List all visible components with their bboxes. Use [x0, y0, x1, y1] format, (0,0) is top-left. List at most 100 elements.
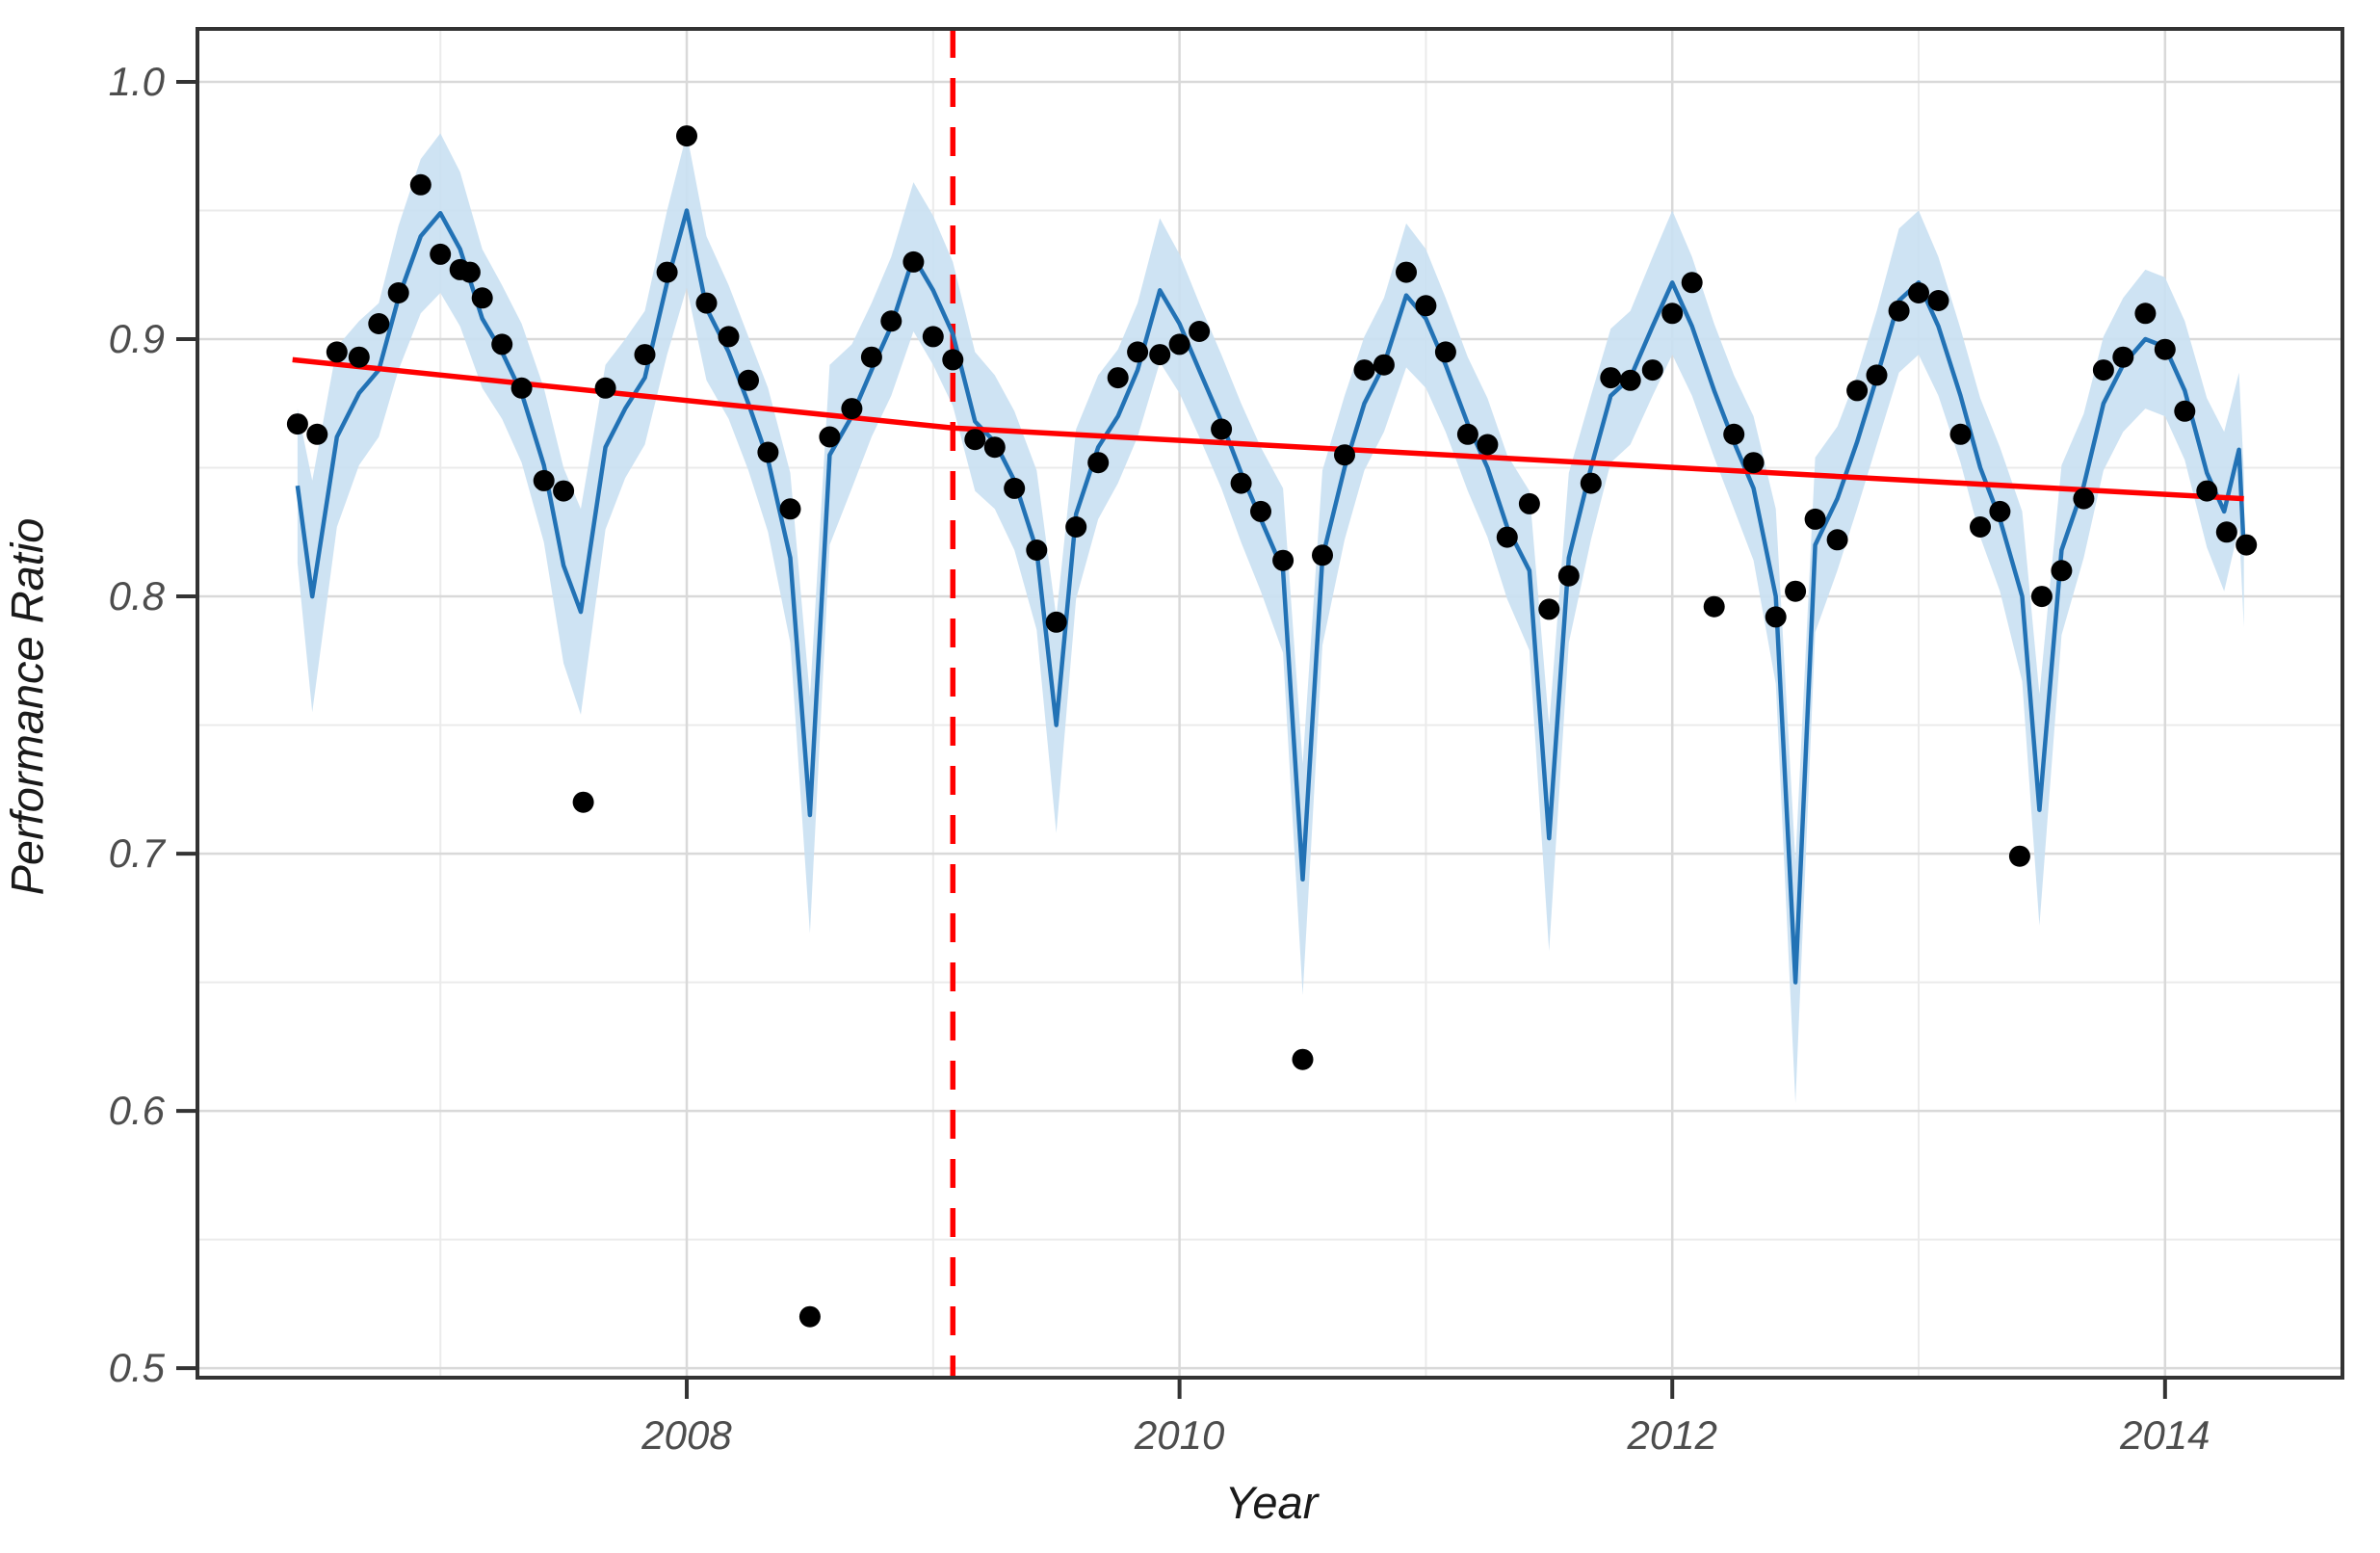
observation-point: [798, 1305, 821, 1328]
y-axis-title: Performance Ratio: [1, 517, 53, 896]
observation-point: [656, 261, 678, 283]
observation-point: [1292, 1048, 1314, 1070]
x-axis-tick-label: 2012: [1627, 1412, 1717, 1458]
observation-point: [2008, 845, 2030, 867]
observation-point: [1949, 423, 1972, 445]
observation-point: [1004, 477, 1026, 499]
observation-point: [458, 261, 481, 283]
panel-background: [197, 29, 2342, 1378]
observation-point: [1168, 333, 1190, 355]
y-axis-tick-label: 1.0: [109, 59, 166, 104]
observation-point: [1785, 580, 1807, 602]
observation-point: [1804, 508, 1826, 530]
observation-point: [1927, 290, 1949, 311]
observation-point: [1149, 344, 1171, 366]
observation-point: [902, 250, 925, 273]
observation-point: [594, 377, 616, 399]
observation-point: [1826, 529, 1848, 551]
observation-point: [1353, 359, 1375, 382]
observation-point: [922, 326, 944, 348]
observation-point: [964, 429, 986, 451]
observation-point: [634, 344, 656, 366]
observation-point: [1334, 444, 1355, 466]
observation-point: [1580, 472, 1602, 494]
observation-point: [695, 292, 718, 314]
observation-point: [1065, 516, 1087, 538]
observation-point: [841, 398, 863, 420]
observation-point: [1456, 423, 1478, 445]
observation-point: [1742, 452, 1765, 474]
observation-point: [1477, 434, 1499, 456]
observation-point: [1970, 516, 1991, 538]
observation-point: [1989, 500, 2011, 522]
observation-point: [1765, 606, 1787, 628]
observation-point: [2215, 521, 2237, 543]
observation-point: [2030, 586, 2053, 608]
observation-point: [1272, 549, 1295, 571]
observation-point: [1888, 300, 1910, 322]
observation-point: [2051, 560, 2073, 582]
observation-point: [533, 469, 555, 491]
observation-point: [676, 125, 697, 147]
observation-point: [306, 423, 328, 445]
observation-point: [1846, 380, 1869, 402]
observation-point: [1434, 341, 1456, 363]
observation-point: [1518, 492, 1540, 514]
observation-point: [1496, 526, 1518, 548]
observation-point: [1189, 321, 1211, 342]
observation-point: [718, 326, 740, 348]
observation-point: [2092, 359, 2114, 382]
observation-point: [553, 480, 575, 502]
observation-point: [1312, 544, 1333, 566]
x-axis-tick-label: 2008: [641, 1412, 732, 1458]
observation-point: [2073, 487, 2095, 510]
observation-point: [757, 441, 779, 463]
observation-point: [1681, 272, 1703, 294]
observation-point: [1557, 565, 1580, 587]
observation-point: [1250, 500, 1271, 522]
observation-point: [880, 310, 902, 332]
observation-point: [1538, 598, 1560, 620]
y-axis-tick-label: 0.7: [109, 830, 167, 876]
observation-point: [1107, 367, 1129, 389]
model-confidence-ribbon: [297, 133, 2244, 1104]
observation-point: [2174, 400, 2196, 422]
observation-point: [942, 349, 964, 371]
observation-point: [430, 243, 452, 265]
observation-point: [1723, 423, 1745, 445]
observation-point: [2196, 480, 2218, 502]
x-axis-tick-label: 2014: [2119, 1412, 2210, 1458]
observation-point: [1600, 367, 1622, 389]
observation-point: [2236, 534, 2258, 556]
observation-point: [1087, 452, 1110, 474]
observation-point: [2154, 338, 2176, 360]
observation-point: [387, 282, 409, 303]
observation-point: [491, 333, 513, 355]
observation-point: [471, 287, 493, 309]
observation-point: [1211, 418, 1233, 440]
observation-point: [1415, 295, 1437, 317]
x-axis-tick-label: 2010: [1134, 1412, 1225, 1458]
observation-point: [1866, 364, 1888, 386]
observation-point: [368, 313, 390, 334]
observation-point: [409, 173, 432, 196]
y-axis-tick-label: 0.9: [109, 316, 165, 361]
observation-point: [510, 377, 533, 399]
observation-point: [1127, 341, 1149, 363]
observation-point: [1661, 303, 1684, 325]
observation-point: [326, 341, 348, 363]
observation-point: [1703, 595, 1725, 618]
x-axis-title-text: Year: [1224, 1477, 1319, 1528]
observation-point: [572, 791, 594, 813]
observation-point: [286, 413, 308, 435]
observation-point: [348, 346, 370, 368]
observation-point: [1026, 540, 1048, 561]
panel-border: [196, 27, 2344, 1380]
trend-line: [292, 356, 2244, 502]
observation-point: [1641, 359, 1663, 382]
observation-point: [1045, 611, 1067, 633]
observation-point: [860, 346, 882, 368]
observation-point: [738, 369, 759, 391]
y-axis-tick-label: 0.5: [109, 1345, 166, 1390]
